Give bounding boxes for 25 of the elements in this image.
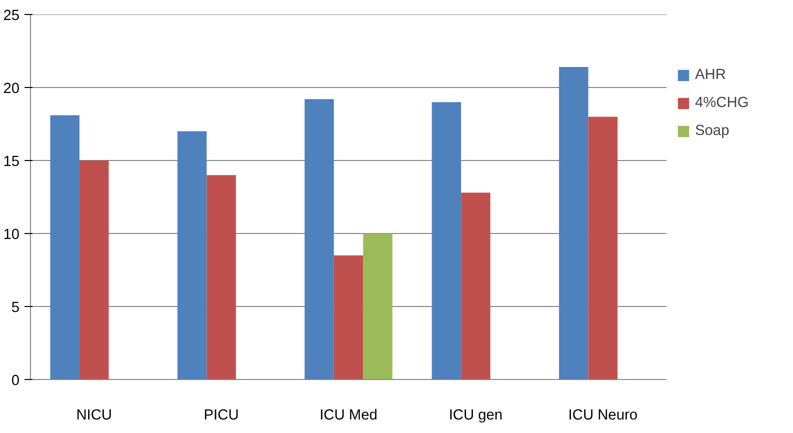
bar [559, 67, 588, 380]
x-tick-label: NICU [76, 408, 112, 424]
bar [432, 102, 462, 380]
y-tick-label: 25 [3, 8, 20, 24]
bar [177, 131, 207, 380]
bar [588, 116, 618, 380]
bar [206, 175, 236, 380]
legend-label: AHR [695, 67, 726, 83]
bar [50, 115, 80, 380]
y-tick-label: 0 [11, 373, 20, 389]
bar [79, 160, 109, 380]
y-tick-label: 15 [3, 154, 20, 170]
y-tick-label: 20 [3, 81, 20, 97]
bar [461, 192, 490, 380]
x-tick-label: ICU Neuro [568, 408, 638, 424]
bar [363, 234, 392, 380]
x-tick-label: ICU Med [320, 408, 378, 424]
bar [304, 99, 334, 380]
x-tick-label: ICU gen [448, 408, 503, 424]
bar [334, 255, 364, 380]
y-tick-label: 5 [11, 300, 20, 316]
y-tick-label: 10 [3, 227, 20, 243]
legend-label: 4%CHG [695, 95, 749, 111]
legend-label: Soap [695, 123, 730, 139]
x-tick-label: PICU [204, 408, 239, 424]
